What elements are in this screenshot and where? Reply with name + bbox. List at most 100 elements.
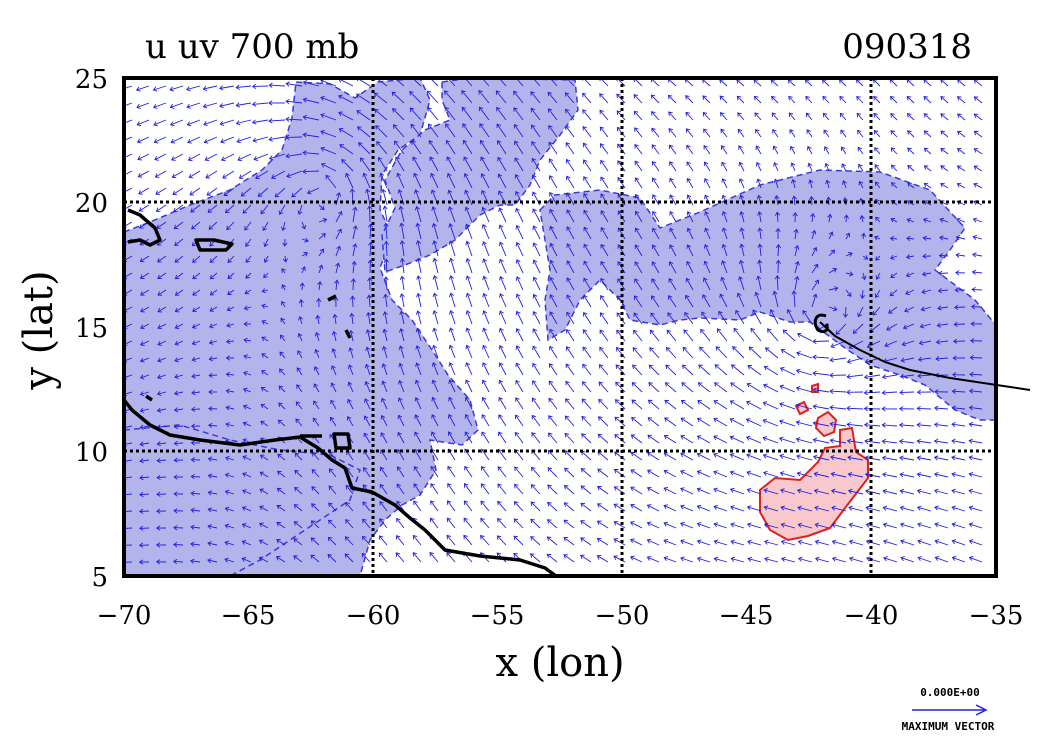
wind-vector-head [362, 172, 368, 178]
wind-vector [514, 124, 524, 138]
wind-vector-head [969, 371, 974, 377]
wind-vector [189, 170, 201, 178]
wind-vector-head [875, 275, 881, 280]
wind-vector-head [791, 195, 797, 200]
wind-vector-head [921, 271, 927, 277]
wind-vector [430, 483, 439, 495]
wind-vector [664, 400, 677, 410]
wind-vector-head [515, 397, 520, 402]
wind-vector [830, 340, 847, 348]
wind-vector-head [514, 157, 519, 162]
wind-vector [755, 145, 762, 155]
wind-vector [286, 170, 303, 178]
wind-vector-head [337, 228, 342, 234]
wind-vector [533, 294, 541, 308]
wind-vector [360, 157, 371, 172]
wind-vector-head [813, 263, 819, 269]
wind-vector-head [274, 192, 280, 198]
wind-vector-head [596, 503, 602, 508]
wind-vector [466, 345, 473, 359]
wind-vector-head [138, 542, 144, 548]
wind-vector-head [139, 407, 145, 413]
wind-vector-head [597, 486, 602, 491]
wind-vector-head [242, 387, 248, 393]
wind-vector-head [647, 434, 652, 440]
wind-vector-head [703, 161, 709, 167]
wind-vector-head [923, 113, 929, 118]
wind-vector-head [883, 556, 888, 562]
wind-vector-head [583, 192, 588, 198]
wind-vector [385, 223, 388, 240]
wind-vector [415, 397, 422, 410]
wind-vector-head [580, 537, 585, 542]
wind-vector-head [513, 123, 519, 129]
wind-vector [747, 506, 762, 512]
wind-vector-head [757, 259, 763, 264]
wind-vector-head [302, 114, 308, 121]
wind-vector-head [829, 388, 834, 394]
wind-vector-head [775, 243, 781, 249]
wind-vector [730, 453, 745, 461]
wind-vector [651, 144, 660, 155]
wind-vector-head [331, 330, 337, 336]
wind-vector-head [755, 145, 760, 151]
wind-vector [479, 106, 490, 121]
wind-vector-head [366, 311, 372, 317]
wind-vector-head [140, 291, 145, 296]
wind-vector [583, 143, 592, 155]
wind-vector [582, 381, 592, 393]
wind-vector-head [923, 130, 929, 135]
wind-vector-head [355, 93, 361, 98]
wind-vector-head [414, 189, 419, 194]
wind-vector-head [345, 501, 350, 507]
wind-vector [713, 505, 728, 512]
wind-vector-head [379, 518, 384, 523]
wind-vector [882, 457, 898, 461]
wind-vector-head [255, 174, 260, 180]
wind-vector-head [940, 113, 945, 118]
wind-vector [668, 128, 677, 138]
wind-vector [680, 435, 694, 444]
wind-vector [957, 148, 966, 155]
wind-vector-head [737, 112, 742, 117]
wind-vector-head [209, 274, 215, 280]
wind-vector [263, 272, 269, 278]
wind-vector-head [874, 164, 880, 169]
wind-vector-head [243, 337, 248, 343]
wind-vector-head [448, 257, 454, 263]
wind-vector-head [157, 357, 162, 363]
wind-vector [720, 129, 728, 138]
wind-vector [259, 540, 269, 546]
wind-vector [748, 346, 762, 359]
wind-vector-head [268, 82, 273, 88]
wind-vector-head [414, 205, 420, 211]
wind-vector [704, 195, 711, 206]
wind-vector-head [547, 484, 552, 490]
wind-vector-head [955, 252, 960, 258]
wind-vector [940, 165, 949, 172]
wind-vector-head [296, 367, 302, 372]
wind-vector [157, 340, 167, 346]
wind-vector [630, 539, 643, 546]
wind-vector-head [847, 292, 852, 297]
wind-vector-head [934, 555, 940, 561]
wind-vector-head [779, 471, 785, 477]
wind-vector-head [582, 142, 588, 148]
wind-vector-head [807, 162, 813, 168]
wind-vector [341, 159, 354, 172]
wind-vector-head [299, 282, 305, 287]
wind-vector-head [906, 95, 912, 101]
wind-vector [379, 518, 388, 529]
wind-vector-head [209, 291, 215, 296]
wind-vector-head [630, 469, 636, 474]
wind-vector-head [235, 120, 241, 126]
wind-vector-head [155, 559, 161, 565]
wind-vector [171, 153, 184, 161]
wind-vector [394, 140, 405, 155]
wind-vector-head [779, 419, 784, 425]
wind-vector [261, 336, 269, 342]
wind-vector-head [430, 517, 435, 523]
wind-vector [269, 136, 286, 141]
wind-vector [186, 85, 201, 91]
wind-vector [331, 382, 337, 393]
